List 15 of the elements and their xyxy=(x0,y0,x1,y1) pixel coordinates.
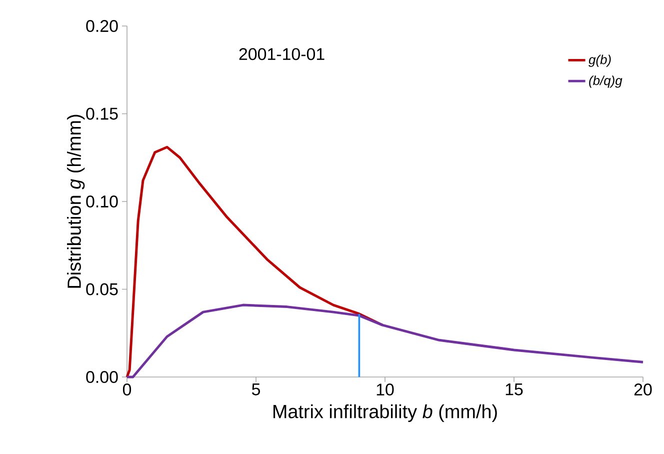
y-tick-label: 0.10 xyxy=(86,196,118,208)
text: 2001-10-01 xyxy=(239,48,324,60)
y-tick-label: 0.15 xyxy=(86,108,118,120)
y-tick-label: 0.05 xyxy=(86,283,118,296)
x-tick-label: 15 xyxy=(506,384,523,396)
y-axis-title: Distribution g (h/mm) xyxy=(67,114,85,288)
legend-label: g(b) xyxy=(588,54,611,67)
x-tick-label: 20 xyxy=(634,384,652,396)
y-tick-label: 0.00 xyxy=(86,371,118,383)
x-tick-label: 0 xyxy=(122,384,132,396)
x-axis-title: Matrix infiltrability b (mm/h) xyxy=(273,404,497,422)
x-tick-label: 5 xyxy=(252,384,260,396)
legend-label: (b/q)g xyxy=(589,76,622,88)
y-tick-label: 0.20 xyxy=(86,20,118,32)
x-tick-label: 10 xyxy=(376,384,394,396)
